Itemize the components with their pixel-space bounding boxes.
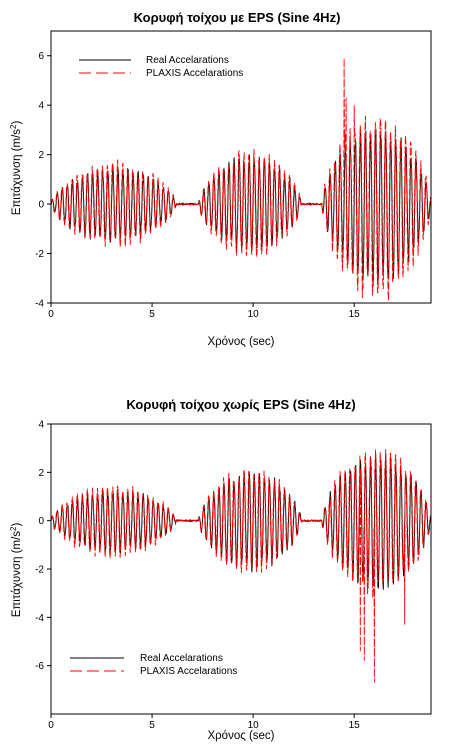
y-tick-label: 2	[38, 150, 44, 161]
chart-2: Κορυφή τοίχου χωρίς EPS (Sine 4Hz) 0 5 10 1…	[9, 397, 432, 742]
y-tick-label: 4	[38, 101, 44, 112]
chart-2-axes: 0 5 10 15 -6 -4 -2 0 2 4	[35, 420, 360, 732]
chart-1-legend: Real Accelarations PLAXIS Accelarations	[79, 55, 243, 79]
x-tick-label: 0	[48, 309, 54, 320]
y-tick-label: -6	[35, 661, 44, 672]
x-tick-label: 10	[248, 309, 260, 320]
y-tick-label: -4	[35, 299, 44, 310]
series-line-real	[51, 129, 431, 287]
chart-1-xlabel: Χρόνος (sec)	[207, 336, 274, 348]
chart-2-legend: Real Accelarations PLAXIS Accelarations	[70, 653, 237, 677]
chart-2-legend-real-label: Real Accelarations	[140, 653, 223, 664]
chart-1-axes: 0 5 10 15 -4 -2 0 2 4 6	[35, 51, 360, 320]
y-tick-label: 4	[38, 420, 44, 431]
y-tick-label: 6	[38, 51, 44, 62]
x-tick-label: 10	[248, 720, 260, 731]
series-line-plaxis	[51, 449, 431, 683]
y-tick-label: 2	[38, 468, 44, 479]
y-tick-label: 0	[38, 516, 44, 527]
chart-1-legend-real-label: Real Accelarations	[146, 55, 229, 66]
chart-1-traces	[51, 58, 431, 301]
x-tick-label: 5	[149, 309, 155, 320]
chart-1-title: Κορυφή τοίχου με EPS (Sine 4Hz)	[134, 10, 341, 25]
series-line-plaxis	[51, 58, 431, 301]
chart-1-ylabel: Επιτάχυνση (m/s2)	[9, 121, 23, 216]
chart-1: Κορυφή τοίχου με EPS (Sine 4Hz) 0 5 10 15 -4…	[9, 10, 432, 348]
y-tick-label: -4	[35, 613, 44, 624]
chart-2-traces	[51, 449, 431, 683]
chart-2-legend-plaxis-label: PLAXIS Accelarations	[140, 666, 237, 677]
y-tick-label: 0	[38, 200, 44, 211]
x-tick-label: 15	[349, 720, 361, 731]
x-tick-label: 0	[48, 720, 54, 731]
chart-1-plot-frame	[50, 30, 432, 304]
y-tick-label: -2	[35, 565, 44, 576]
chart-2-xlabel: Χρόνος (sec)	[207, 730, 274, 742]
x-tick-label: 15	[349, 309, 361, 320]
x-tick-label: 5	[149, 720, 155, 731]
chart-2-ylabel: Επιτάχυνση (m/s2)	[9, 523, 23, 618]
chart-1-legend-plaxis-label: PLAXIS Accelarations	[146, 68, 243, 79]
y-tick-label: -2	[35, 249, 44, 260]
chart-2-title: Κορυφή τοίχου χωρίς EPS (Sine 4Hz)	[126, 397, 355, 412]
